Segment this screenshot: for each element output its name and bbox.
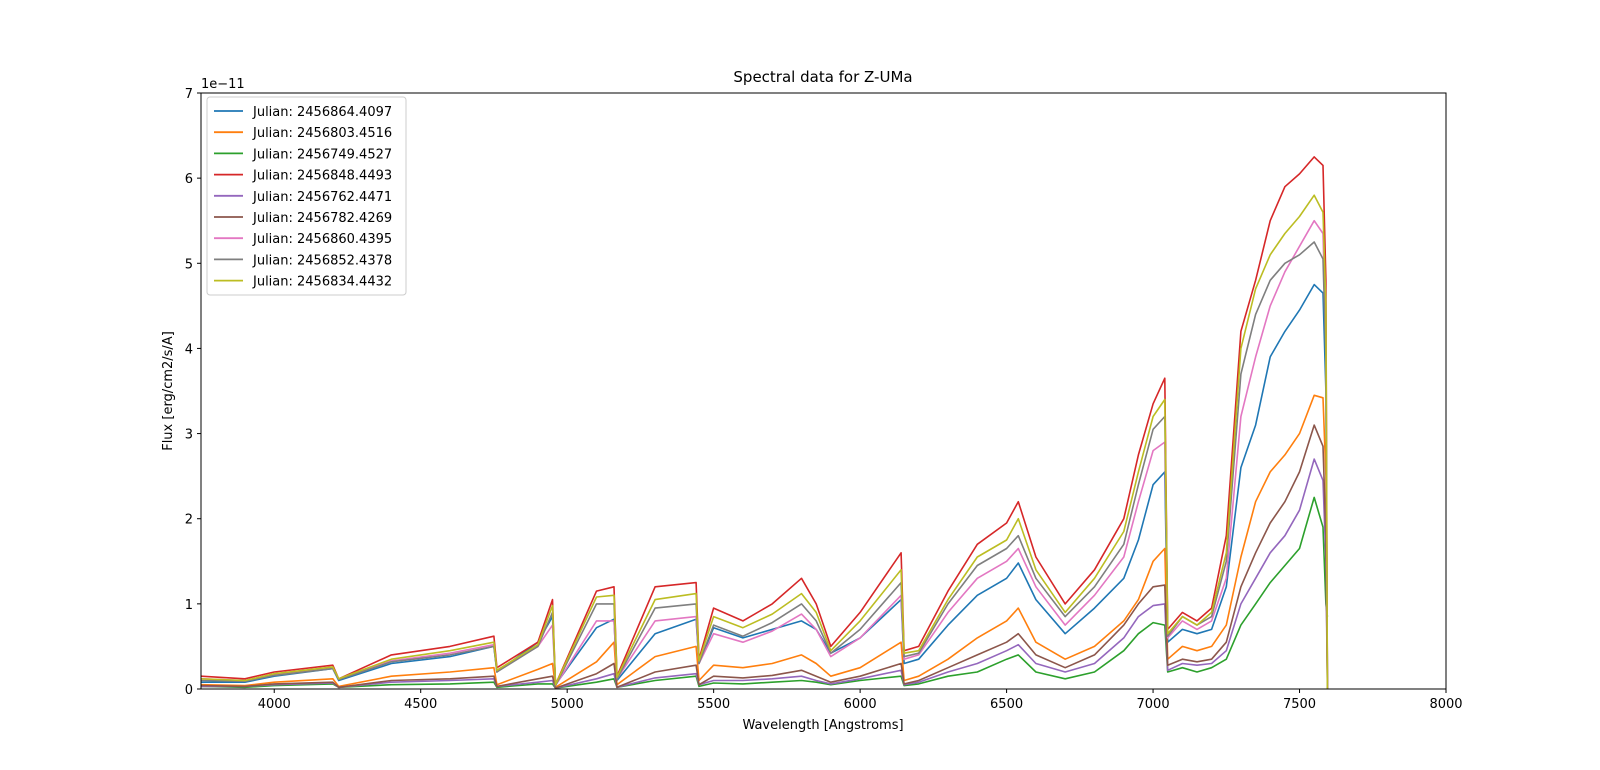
legend-label-9: Julian: 2456834.4432 <box>252 275 392 290</box>
x-tick-label: 6000 <box>844 697 877 712</box>
y-tick-label: 0 <box>185 683 193 698</box>
y-tick-label: 6 <box>185 172 193 187</box>
chart-title: Spectral data for Z-UMa <box>733 68 912 86</box>
legend-label-7: Julian: 2456860.4395 <box>252 232 392 247</box>
x-tick-label: 4000 <box>258 697 291 712</box>
series-line-6 <box>200 424 1329 690</box>
x-tick-label: 6500 <box>990 697 1023 712</box>
y-tick-label: 1 <box>185 598 193 613</box>
x-tick-label: 5500 <box>697 697 730 712</box>
legend: Julian: 2456864.4097 Julian: 2456803.4516… <box>206 96 407 296</box>
y-tick-label: 2 <box>185 513 193 528</box>
y-offset-text: 1e−11 <box>201 77 245 92</box>
legend-label-4: Julian: 2456848.4493 <box>252 169 392 184</box>
x-tick-label: 7500 <box>1283 697 1316 712</box>
legend-label-1: Julian: 2456864.4097 <box>252 105 392 120</box>
series-line-1 <box>201 283 1329 690</box>
plot-frame <box>200 92 1447 690</box>
x-axis-label: Wavelength [Angstroms] <box>742 718 903 733</box>
legend-label-6: Julian: 2456782.4269 <box>252 211 392 226</box>
x-tick-label: 7000 <box>1137 697 1170 712</box>
y-tick-label: 3 <box>185 428 193 443</box>
y-axis: 0 1 2 3 4 5 6 7 <box>185 87 201 698</box>
y-tick-label: 4 <box>185 342 193 357</box>
legend-label-5: Julian: 2456762.4471 <box>252 190 392 205</box>
legend-label-8: Julian: 2456852.4378 <box>252 253 392 268</box>
x-tick-label: 5000 <box>551 697 584 712</box>
series-line-9 <box>200 194 1329 690</box>
series-line-8 <box>200 241 1329 690</box>
x-tick-label: 4500 <box>404 697 437 712</box>
x-axis: 4000 4500 5000 5500 6000 6500 7000 7500 8000 <box>258 689 1463 712</box>
series-layer <box>200 156 1329 690</box>
series-line-3 <box>200 496 1329 689</box>
y-axis-label: Flux [erg/cm2/s/A] <box>161 331 176 451</box>
legend-label-2: Julian: 2456803.4516 <box>252 126 392 141</box>
x-tick-label: 8000 <box>1429 697 1462 712</box>
legend-box <box>206 96 407 296</box>
legend-label-3: Julian: 2456749.4527 <box>252 147 392 162</box>
y-tick-label: 7 <box>185 87 193 102</box>
y-tick-label: 5 <box>185 257 193 272</box>
